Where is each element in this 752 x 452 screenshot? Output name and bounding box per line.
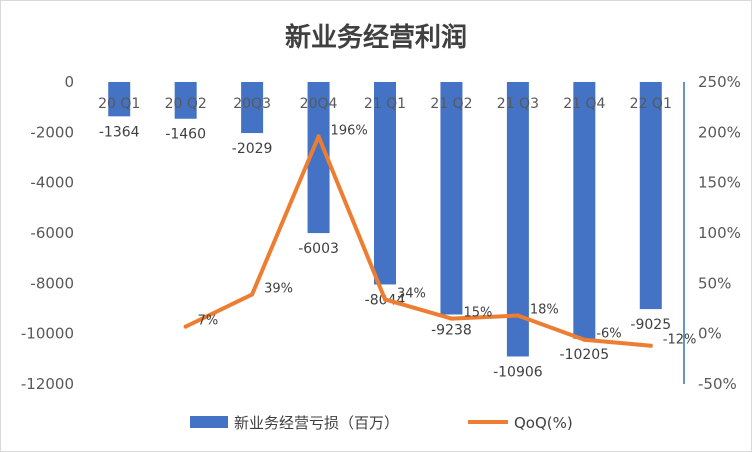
left-axis-tick: -10000 [21,325,74,343]
bar [639,82,662,310]
qoq-point [183,324,188,329]
left-axis-tick: 0 [64,73,74,91]
bar [307,82,330,234]
right-axis-tick: 200% [698,123,741,141]
category-label: 20Q4 [300,96,338,112]
right-axis-tick: 100% [698,224,741,242]
line-data-label: 39% [264,281,293,296]
category-label: 21 Q2 [430,96,472,112]
qoq-point [383,297,387,302]
left-axis-tick: -6000 [30,224,74,242]
bar [241,82,264,134]
bar [506,82,529,357]
qoq-point [515,313,520,318]
bar [440,82,463,315]
qoq-point [250,292,255,297]
left-axis-tick: -12000 [21,375,74,393]
bar-data-label: -10906 [493,364,543,380]
qoq-point [316,134,321,139]
qoq-point [449,316,454,321]
category-labels: 20 Q1 20 Q2 20Q3 20Q4 21 Q1 21 Q2 21 Q3 21 Q4 22… [98,96,672,112]
bar [573,82,596,339]
legend: 新业务经营亏损（百万） QoQ(%) [190,414,573,432]
left-axis-tick: -8000 [30,274,74,292]
category-label: 20 Q1 [98,96,140,112]
bar-data-label: -6003 [298,241,339,257]
legend-swatch-bar [190,416,228,428]
line-data-label: 18% [530,303,559,318]
qoq-line [183,134,653,348]
line-data-labels: 7% 39% 196% 34% 15% 18% -6% -12% [198,123,697,347]
right-axis-tick: -50% [698,375,737,393]
bar [108,82,131,117]
legend-label-line: QoQ(%) [514,414,573,432]
left-axis: 0 -2000 -4000 -6000 -8000 -10000 -12000 [21,73,74,393]
bar [174,82,197,119]
line-data-label: -12% [663,333,697,348]
qoq-point [648,343,653,348]
line-data-label: 196% [331,123,368,138]
category-label: 22 Q1 [630,96,672,112]
right-axis-tick: 150% [698,174,741,192]
chart-title: 新业务经营利润 [285,22,467,53]
left-axis-tick: -2000 [30,123,74,141]
left-axis-tick: -4000 [30,174,74,192]
right-axis-tick: 50% [698,274,731,292]
right-axis-tick: 0% [698,325,722,343]
category-label: 21 Q4 [563,96,605,112]
line-data-label: -6% [596,327,621,342]
right-axis-tick: 250% [698,73,741,91]
legend-label-bar: 新业务经营亏损（百万） [234,414,399,432]
line-series [183,134,653,348]
line-data-label: 15% [463,306,492,321]
bar-data-label: -10205 [560,347,610,363]
bar-data-label: -9025 [630,317,671,333]
line-data-label: 7% [198,314,219,329]
bar-series [108,82,662,357]
category-label: 21 Q1 [364,96,406,112]
bar-data-label: -9238 [431,322,472,338]
qoq-point [582,337,587,342]
bar [374,82,396,285]
category-label: 20Q3 [233,96,271,112]
bar-data-label: -1364 [99,124,140,140]
right-axis: 250% 200% 150% 100% 50% 0% -50% [698,73,741,393]
bar-data-label: -1460 [165,127,206,143]
category-label: 21 Q3 [497,96,539,112]
bar-data-label: -2029 [232,141,273,157]
category-label: 20 Q2 [165,96,207,112]
line-data-label: 34% [397,286,426,301]
